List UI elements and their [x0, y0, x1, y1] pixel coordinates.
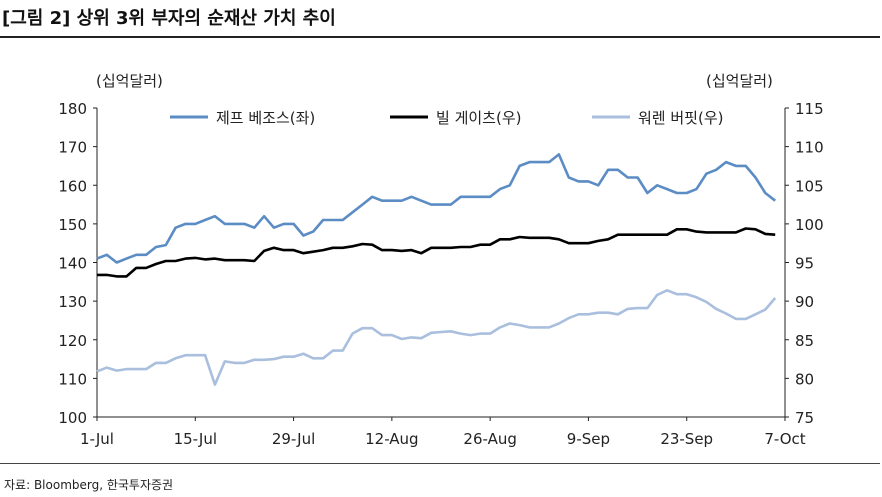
- series-line-0: [96, 153, 776, 264]
- x-tick-label: 7-Oct: [764, 430, 805, 448]
- figure-title: [그림 2] 상위 3위 부자의 순재산 가치 추이: [2, 8, 336, 29]
- x-tick-label: 15-Jul: [174, 430, 217, 448]
- legend-item: 빌 게이츠(우): [390, 109, 521, 127]
- left-tick-label: 160: [58, 177, 87, 195]
- right-tick-label: 95: [795, 255, 814, 273]
- legend-label: 제프 베조스(좌): [216, 109, 315, 127]
- left-tick-label: 100: [58, 409, 87, 427]
- left-tick-label: 140: [58, 255, 87, 273]
- left-axis-unit: (십억달러): [96, 72, 163, 90]
- left-tick-label: 130: [58, 293, 87, 311]
- legend-item: 워렌 버핏(우): [592, 109, 723, 127]
- top-rule: [0, 36, 880, 38]
- right-tick-label: 105: [795, 177, 824, 195]
- right-tick-label: 80: [795, 370, 814, 388]
- right-tick-label: 115: [795, 100, 824, 118]
- bottom-rule: [0, 463, 880, 464]
- right-tick-label: 90: [795, 293, 814, 311]
- x-tick-label: 29-Jul: [272, 430, 315, 448]
- left-tick-label: 180: [58, 100, 87, 118]
- source-note: 자료: Bloomberg, 한국투자증권: [4, 478, 174, 492]
- legend-label: 빌 게이츠(우): [436, 109, 521, 127]
- right-axis-unit: (십억달러): [706, 72, 773, 90]
- legend-item: 제프 베조스(좌): [170, 109, 315, 127]
- legend-label: 워렌 버핏(우): [638, 109, 723, 127]
- left-tick-label: 150: [58, 216, 87, 234]
- left-tick-label: 170: [58, 139, 87, 157]
- left-tick-label: 120: [58, 332, 87, 350]
- series-line-2: [96, 289, 777, 386]
- x-tick-label: 9-Sep: [567, 430, 610, 448]
- series-line-1: [97, 227, 776, 278]
- right-tick-label: 110: [795, 139, 824, 157]
- x-tick-label: 12-Aug: [365, 430, 418, 448]
- left-tick-label: 110: [58, 370, 87, 388]
- right-tick-label: 85: [795, 332, 814, 350]
- right-tick-label: 100: [795, 216, 824, 234]
- x-tick-label: 26-Aug: [463, 430, 516, 448]
- x-tick-label: 1-Jul: [80, 430, 114, 448]
- x-tick-label: 23-Sep: [660, 430, 713, 448]
- right-tick-label: 75: [795, 409, 814, 427]
